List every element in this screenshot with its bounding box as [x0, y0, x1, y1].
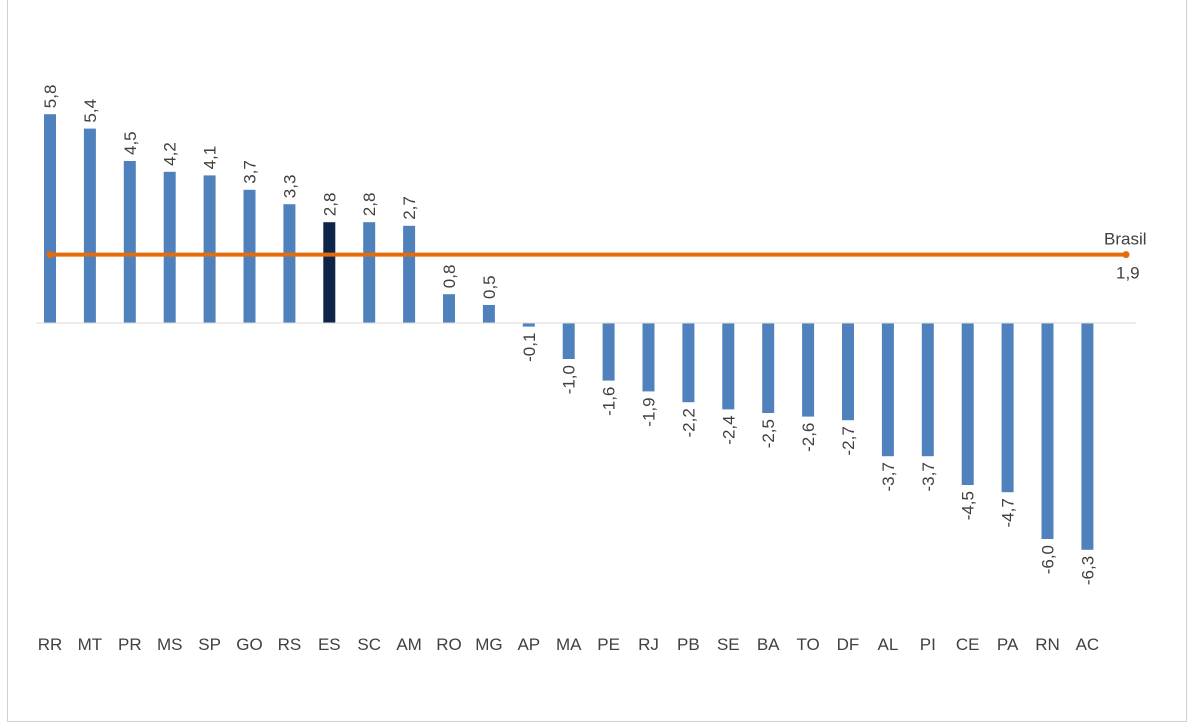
category-label-am: AM	[396, 635, 422, 654]
bar-rj	[642, 323, 655, 392]
value-label-ap: -0,1	[520, 333, 539, 362]
category-label-ma: MA	[556, 635, 582, 654]
bar-pi	[921, 323, 934, 457]
value-label-pb: -2,2	[679, 408, 698, 437]
reference-line-label: Brasil	[1104, 230, 1147, 249]
value-label-pe: -1,6	[600, 387, 619, 416]
category-label-rn: RN	[1035, 635, 1060, 654]
bar-to	[802, 323, 815, 417]
bar-mg	[482, 305, 495, 323]
bar-ce	[961, 323, 974, 485]
category-label-ap: AP	[517, 635, 540, 654]
value-label-pi: -3,7	[919, 462, 938, 491]
bar-pe	[602, 323, 615, 381]
category-label-ro: RO	[436, 635, 462, 654]
category-label-mt: MT	[78, 635, 103, 654]
bar-se	[722, 323, 735, 410]
category-label-pb: PB	[677, 635, 700, 654]
category-label-df: DF	[837, 635, 860, 654]
bar-sp	[203, 175, 216, 323]
bars-layer	[44, 114, 1094, 550]
bar-ma	[562, 323, 575, 359]
value-label-sc: 2,8	[360, 193, 379, 217]
value-label-mg: 0,5	[480, 275, 499, 299]
category-label-to: TO	[796, 635, 819, 654]
value-label-es: 2,8	[320, 193, 339, 217]
bar-rn	[1041, 323, 1054, 539]
category-label-mg: MG	[475, 635, 502, 654]
value-label-ce: -4,5	[959, 491, 978, 520]
category-label-es: ES	[318, 635, 341, 654]
category-label-rr: RR	[38, 635, 63, 654]
value-label-am: 2,7	[400, 196, 419, 220]
bar-rs	[283, 204, 296, 323]
category-label-ce: CE	[956, 635, 980, 654]
value-label-to: -2,6	[799, 423, 818, 452]
value-label-se: -2,4	[719, 415, 738, 444]
bar-ms	[163, 171, 176, 323]
category-label-al: AL	[878, 635, 899, 654]
value-label-rj: -1,9	[640, 397, 659, 426]
value-label-al: -3,7	[879, 462, 898, 491]
value-label-rn: -6,0	[1039, 545, 1058, 574]
category-labels-layer: RR MT PR MS SP GO RS ES SC AM RO MG AP MA PE RJ PB SE BA TO…	[38, 635, 1099, 654]
bar-sc	[363, 222, 376, 323]
value-label-ro: 0,8	[440, 265, 459, 289]
bar-es	[323, 222, 336, 323]
bar-mt	[83, 128, 96, 323]
value-label-mt: 5,4	[81, 99, 100, 123]
bar-pb	[682, 323, 695, 403]
value-label-ma: -1,0	[560, 365, 579, 394]
category-label-pi: PI	[920, 635, 936, 654]
value-label-ms: 4,2	[161, 142, 180, 166]
bar-chart: Brasil 1,9 5,8 5,4 4,5 4,2 4,1 3,7 3,3 2,8 2,8 2,7…	[36, 85, 1147, 654]
bar-ba	[762, 323, 775, 413]
category-label-ba: BA	[757, 635, 780, 654]
category-label-rj: RJ	[638, 635, 659, 654]
category-label-pr: PR	[118, 635, 142, 654]
value-label-ac: -6,3	[1078, 556, 1097, 585]
value-label-go: 3,7	[241, 160, 260, 184]
value-labels-layer: 5,8 5,4 4,5 4,2 4,1 3,7 3,3 2,8 2,8 2,7 0,8 0,5 -0,1…	[41, 85, 1097, 586]
bar-rr	[44, 114, 56, 323]
category-label-ms: MS	[157, 635, 183, 654]
bar-al	[881, 323, 894, 457]
bar-df	[842, 323, 854, 421]
bar-ap	[522, 323, 535, 327]
value-label-rr: 5,8	[41, 85, 60, 109]
value-label-sp: 4,1	[201, 146, 220, 170]
value-label-pr: 4,5	[121, 131, 140, 155]
reference-line-start-marker	[46, 251, 54, 259]
value-label-pa: -4,7	[999, 498, 1018, 527]
reference-line-value: 1,9	[1116, 264, 1140, 283]
value-label-rs: 3,3	[280, 175, 299, 199]
bar-pa	[1001, 323, 1014, 493]
chart-frame: Brasil 1,9 5,8 5,4 4,5 4,2 4,1 3,7 3,3 2,8 2,8 2,7…	[7, 0, 1187, 722]
category-label-sc: SC	[357, 635, 381, 654]
reference-line-end-marker	[1122, 251, 1130, 259]
category-label-rs: RS	[278, 635, 302, 654]
category-label-pa: PA	[997, 635, 1019, 654]
reference-layer: Brasil 1,9	[46, 230, 1147, 283]
bar-ac	[1081, 323, 1094, 550]
category-label-go: GO	[236, 635, 262, 654]
value-label-ba: -2,5	[759, 419, 778, 448]
bar-pr	[123, 161, 136, 323]
value-label-df: -2,7	[839, 426, 858, 455]
category-label-ac: AC	[1076, 635, 1100, 654]
bar-am	[403, 225, 416, 323]
category-label-pe: PE	[597, 635, 620, 654]
category-label-sp: SP	[198, 635, 221, 654]
category-label-se: SE	[717, 635, 740, 654]
bar-ro	[443, 294, 455, 323]
